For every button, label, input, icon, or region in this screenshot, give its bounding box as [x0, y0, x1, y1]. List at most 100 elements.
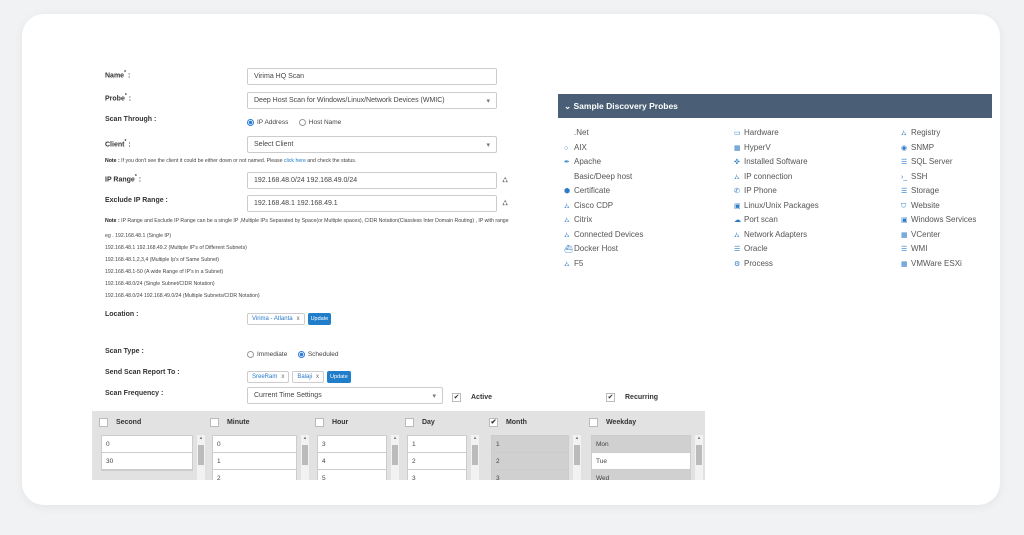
list-option[interactable]: 1	[492, 436, 568, 453]
probe-item[interactable]: ☰ Oracle	[734, 244, 768, 253]
remove-icon[interactable]: x	[296, 316, 300, 322]
list-option[interactable]: 1	[213, 453, 296, 470]
probe-item[interactable]: ▦ VCenter	[901, 230, 940, 239]
scrollbar[interactable]: ▴	[197, 435, 205, 480]
probe-item[interactable]: .Net	[564, 128, 589, 137]
scheduled-radio[interactable]	[297, 351, 305, 359]
remove-icon[interactable]: x	[281, 374, 285, 380]
network-icon[interactable]: ⛼	[502, 198, 509, 207]
server-icon: ▦	[901, 231, 908, 239]
probe-item[interactable]: ⛴Docker Host	[564, 244, 618, 253]
probe-item[interactable]: ☰ Storage	[901, 186, 939, 195]
probe-item[interactable]: ⬢ Certificate	[564, 186, 610, 195]
list-option[interactable]: 5	[318, 470, 386, 480]
scrollbar-thumb[interactable]	[472, 445, 478, 465]
probe-item[interactable]: ▦ HyperV	[734, 143, 771, 152]
host-name-radio[interactable]	[298, 119, 306, 127]
second-listbox[interactable]: 0 30	[101, 435, 193, 471]
remove-icon[interactable]: x	[316, 374, 320, 380]
probe-item[interactable]: ›_ SSH	[901, 172, 927, 181]
probe-item[interactable]: ⛼ IP connection	[734, 172, 792, 182]
list-option[interactable]: 0	[213, 436, 296, 453]
list-option[interactable]: 1	[408, 436, 466, 453]
probe-label: Apache	[574, 157, 602, 166]
list-option[interactable]: 4	[318, 453, 386, 470]
location-tag[interactable]: Virima - Atlanta x	[247, 313, 305, 325]
immediate-radio[interactable]	[247, 351, 254, 359]
probe-item[interactable]: ⛼ Connected Devices	[564, 230, 643, 240]
probe-item[interactable]: ☰ SQL Server	[901, 157, 953, 166]
probe-item[interactable]: ✜ Installed Software	[734, 157, 808, 166]
list-option[interactable]: Mon	[592, 436, 690, 453]
scrollbar[interactable]: ▴	[471, 435, 479, 480]
ip-range-input[interactable]: 192.168.48.0/24 192.168.49.0/24	[247, 172, 497, 189]
scrollbar[interactable]: ▴	[573, 435, 581, 480]
recipient-tag[interactable]: SreeRam x	[247, 371, 290, 383]
recurring-checkbox[interactable]: ✔	[606, 393, 615, 403]
report-update-button[interactable]: Update	[327, 371, 351, 383]
day-checkbox[interactable]	[405, 418, 414, 427]
list-option[interactable]: 3	[492, 470, 568, 480]
probe-item[interactable]: ◉ SNMP	[901, 143, 934, 152]
probe-item[interactable]: ☁ Port scan	[734, 215, 778, 224]
network-icon[interactable]: ⛼	[502, 175, 509, 184]
active-checkbox[interactable]: ✔	[452, 393, 461, 403]
scrollbar-thumb[interactable]	[198, 445, 204, 465]
weekday-checkbox[interactable]	[589, 418, 598, 427]
list-option[interactable]: 2	[492, 453, 568, 470]
probe-item[interactable]: ✆ IP Phone	[734, 186, 777, 195]
probe-item[interactable]: ▣ Windows Services	[901, 215, 976, 224]
scrollbar[interactable]: ▴	[695, 435, 703, 480]
probe-item[interactable]: ⛼ Registry	[901, 128, 940, 138]
probe-item[interactable]: ▭ Hardware	[734, 128, 779, 137]
month-checkbox[interactable]: ✔	[489, 418, 498, 427]
list-option[interactable]: 2	[408, 453, 466, 470]
ip-example: eg . 192.168.48.1 (Single IP)	[105, 233, 172, 239]
probe-item[interactable]: ▣ Linux/Unix Packages	[734, 201, 819, 210]
location-update-button[interactable]: Update	[307, 313, 332, 325]
name-input[interactable]: Virima HQ Scan	[247, 68, 497, 85]
weekday-listbox[interactable]: Mon Tue Wed	[591, 435, 691, 480]
ip-address-radio[interactable]	[247, 119, 254, 127]
recipient-tag[interactable]: Balaji x	[292, 371, 325, 383]
probe-item[interactable]: ☰ WMI	[901, 244, 927, 253]
list-option[interactable]: Tue	[592, 453, 690, 470]
scrollbar-thumb[interactable]	[574, 445, 580, 465]
scrollbar-thumb[interactable]	[302, 445, 308, 465]
hour-checkbox[interactable]	[315, 418, 324, 427]
probe-item[interactable]: ⚙ Process	[734, 259, 773, 268]
probe-item[interactable]: ✒ Apache	[564, 157, 601, 166]
list-option[interactable]: 3	[318, 436, 386, 453]
list-option[interactable]: Wed	[592, 470, 690, 480]
probe-item[interactable]: ▦ VMWare ESXi	[901, 259, 962, 268]
scrollbar[interactable]: ▴	[301, 435, 309, 480]
click-here-link[interactable]: click here	[283, 158, 306, 164]
exclude-ip-range-input[interactable]: 192.168.48.1 192.168.49.1	[247, 195, 497, 212]
send-report-label: Send Scan Report To :	[105, 369, 180, 376]
probe-item[interactable]: Basic/Deep host	[564, 172, 632, 181]
second-checkbox[interactable]	[99, 418, 108, 427]
probe-item[interactable]: ⛼ Citrix	[564, 215, 592, 225]
scrollbar[interactable]: ▴	[391, 435, 399, 480]
panel-header[interactable]: ⌄ Sample Discovery Probes	[558, 94, 992, 118]
list-option[interactable]: 2	[213, 470, 296, 480]
scan-frequency-select[interactable]: Current Time Settings	[247, 387, 443, 404]
minute-checkbox[interactable]	[210, 418, 219, 427]
probe-item[interactable]: ⛉ Website	[901, 201, 940, 211]
client-select[interactable]: Select Client	[247, 136, 497, 153]
probe-item[interactable]: ⛼ Cisco CDP	[564, 201, 613, 211]
list-option[interactable]: 0	[102, 436, 192, 453]
probe-select[interactable]: Deep Host Scan for Windows/Linux/Network…	[247, 92, 497, 109]
probe-item[interactable]: ⛼ Network Adapters	[734, 230, 807, 240]
scrollbar-thumb[interactable]	[696, 445, 702, 465]
probe-item[interactable]: ○ AIX	[564, 143, 587, 152]
database-icon: ☰	[734, 246, 741, 253]
scrollbar-thumb[interactable]	[392, 445, 398, 465]
list-option[interactable]: 30	[102, 453, 192, 470]
list-option[interactable]: 3	[408, 470, 466, 480]
probe-item[interactable]: ⛼ F5	[564, 259, 583, 269]
